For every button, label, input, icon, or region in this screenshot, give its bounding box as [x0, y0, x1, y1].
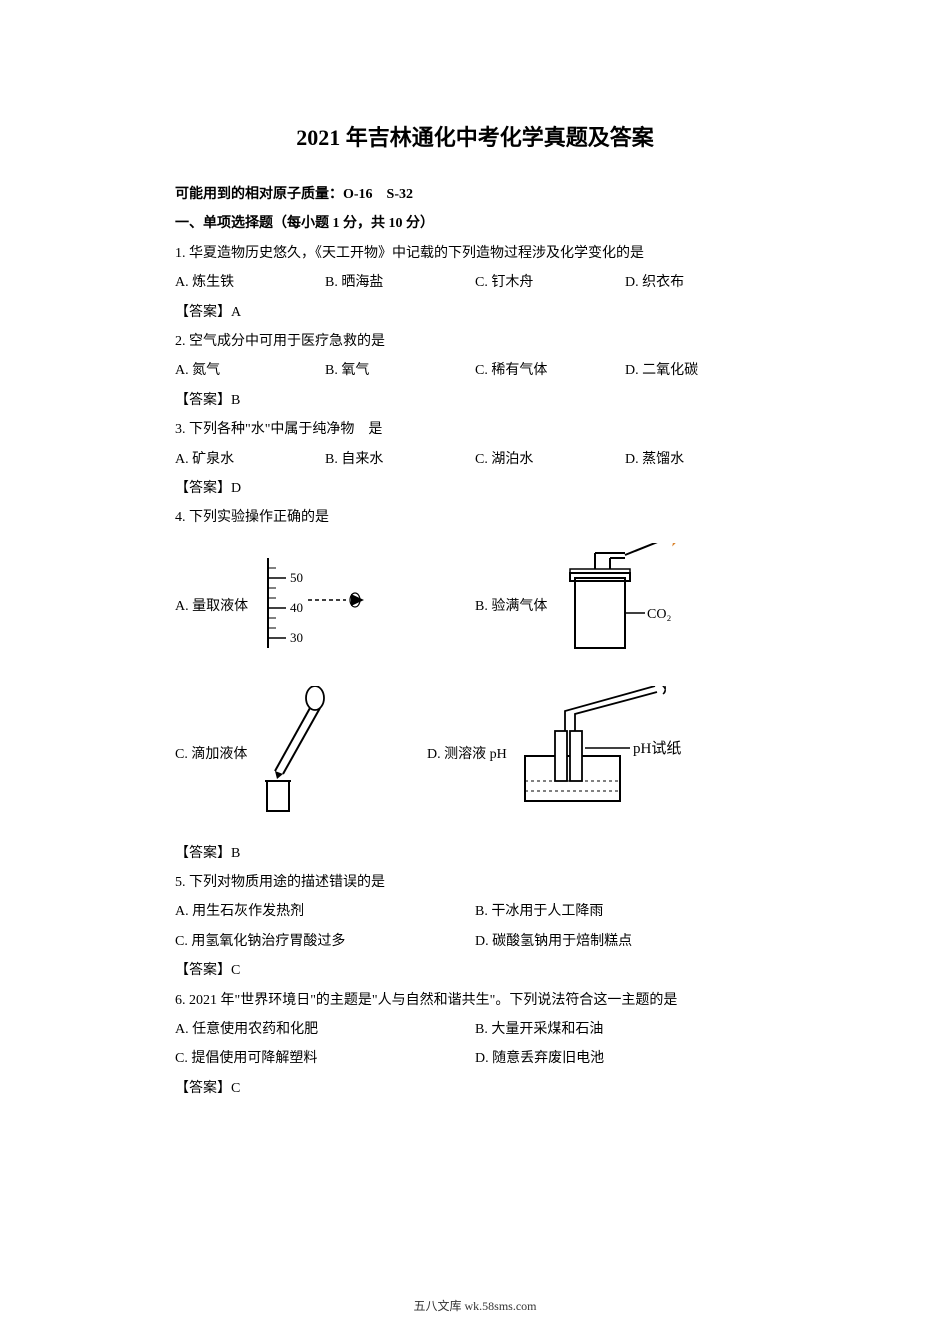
q6-opt-a: A. 任意使用农药和化肥 [175, 1015, 475, 1044]
q4-opt-d: D. 测溶液 pH pH试纸 [427, 686, 775, 821]
q4-opt-c: C. 滴加液体 [175, 686, 427, 821]
q4-opt-d-label: D. 测溶液 pH [427, 743, 507, 763]
q2-opt-d: D. 二氧化碳 [625, 356, 775, 385]
ph-paper-label: pH试纸 [633, 740, 681, 757]
q3-opt-a: A. 矿泉水 [175, 445, 325, 474]
q2-opt-a: A. 氮气 [175, 356, 325, 385]
q5-stem: 5. 下列对物质用途的描述错误的是 [175, 868, 775, 897]
dropper-icon [255, 686, 345, 821]
q5-opt-d: D. 碳酸氢钠用于焙制糕点 [475, 927, 775, 956]
q2-opt-b: B. 氧气 [325, 356, 475, 385]
q3-stem: 3. 下列各种"水"中属于纯净物 是 [175, 415, 775, 444]
q1-stem: 1. 华夏造物历史悠久，《天工开物》中记载的下列造物过程涉及化学变化的是 [175, 239, 775, 268]
q4-row-cd: C. 滴加液体 D. 测溶液 pH [175, 686, 775, 821]
q4-opt-b: B. 验满气体 CO₂ [475, 543, 775, 668]
q1-opt-d: D. 织衣布 [625, 268, 775, 297]
page-title: 2021 年吉林通化中考化学真题及答案 [175, 120, 775, 152]
page-footer: 五八文库 wk.58sms.com [0, 1297, 950, 1314]
tick-40: 40 [290, 600, 303, 615]
q3-options: A. 矿泉水 B. 自来水 C. 湖泊水 D. 蒸馏水 [175, 445, 775, 474]
q6-opt-b: B. 大量开采煤和石油 [475, 1015, 775, 1044]
q4-stem: 4. 下列实验操作正确的是 [175, 503, 775, 532]
q4-row-ab: A. 量取液体 50 40 30 B. 验满气体 [175, 543, 775, 668]
q5-answer: 【答案】C [175, 956, 775, 985]
q5-opt-b: B. 干冰用于人工降雨 [475, 897, 775, 926]
q4-opt-c-label: C. 滴加液体 [175, 743, 247, 763]
q2-answer: 【答案】B [175, 386, 775, 415]
q2-stem: 2. 空气成分中可用于医疗急救的是 [175, 327, 775, 356]
section-1-header: 一、单项选择题（每小题 1 分，共 10 分） [175, 209, 775, 238]
q2-opt-c: C. 稀有气体 [475, 356, 625, 385]
q1-opt-a: A. 炼生铁 [175, 268, 325, 297]
q3-opt-b: B. 自来水 [325, 445, 475, 474]
q6-options: A. 任意使用农药和化肥 B. 大量开采煤和石油 C. 提倡使用可降解塑料 D.… [175, 1015, 775, 1074]
tick-50: 50 [290, 570, 303, 585]
q3-opt-d: D. 蒸馏水 [625, 445, 775, 474]
q4-opt-a-label: A. 量取液体 [175, 595, 248, 615]
q1-answer: 【答案】A [175, 298, 775, 327]
q4-answer: 【答案】B [175, 839, 775, 868]
q1-opt-b: B. 晒海盐 [325, 268, 475, 297]
tick-30: 30 [290, 630, 303, 645]
graduated-cylinder-icon: 50 40 30 [256, 548, 366, 663]
q3-answer: 【答案】D [175, 474, 775, 503]
q6-stem: 6. 2021 年"世界环境日"的主题是"人与自然和谐共生"。下列说法符合这一主… [175, 986, 775, 1015]
gas-collection-icon: CO₂ [555, 543, 685, 668]
q6-opt-d: D. 随意丢弃废旧电池 [475, 1044, 775, 1073]
atomic-mass-line: 可能用到的相对原子质量：O-16 S-32 [175, 180, 775, 209]
co2-label: CO₂ [647, 607, 671, 622]
q2-options: A. 氮气 B. 氧气 C. 稀有气体 D. 二氧化碳 [175, 356, 775, 385]
q4-opt-b-label: B. 验满气体 [475, 595, 547, 615]
q3-opt-c: C. 湖泊水 [475, 445, 625, 474]
q1-options: A. 炼生铁 B. 晒海盐 C. 钉木舟 D. 织衣布 [175, 268, 775, 297]
q5-options: A. 用生石灰作发热剂 B. 干冰用于人工降雨 C. 用氢氧化钠治疗胃酸过多 D… [175, 897, 775, 956]
q6-opt-c: C. 提倡使用可降解塑料 [175, 1044, 475, 1073]
q5-opt-c: C. 用氢氧化钠治疗胃酸过多 [175, 927, 475, 956]
q6-answer: 【答案】C [175, 1074, 775, 1103]
q5-opt-a: A. 用生石灰作发热剂 [175, 897, 475, 926]
q1-opt-c: C. 钉木舟 [475, 268, 625, 297]
q4-opt-a: A. 量取液体 50 40 30 [175, 548, 475, 663]
ph-test-icon: pH试纸 [515, 686, 705, 821]
